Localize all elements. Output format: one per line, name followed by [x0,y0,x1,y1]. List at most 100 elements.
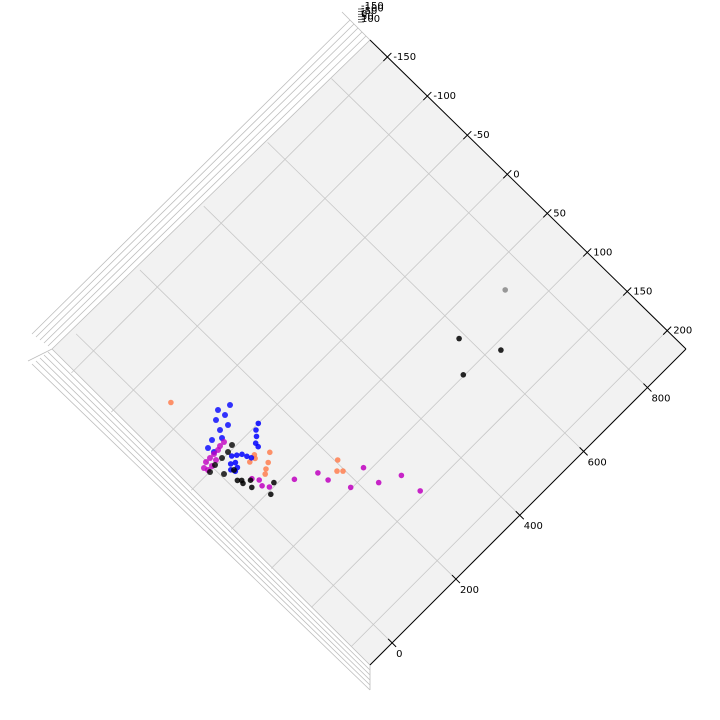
scatter-point [271,479,277,486]
x-grid-line [230,213,548,530]
x-tick-mark [423,91,432,101]
scatter-point [315,470,321,476]
y-tick-mark [643,383,652,392]
scatter-point [375,479,382,486]
scatter-point [255,420,262,427]
scatter-point [456,335,462,342]
scatter-point [256,477,263,483]
x-tick-label: -50 [473,130,489,141]
scatter-point [259,483,265,489]
x-tick-label: -150 [393,52,416,63]
x-tick-mark [542,208,552,218]
scatter-point [360,464,367,471]
scatter-point-cluster [231,467,237,473]
y-tick-mark [515,510,525,520]
scatter-point [244,453,250,460]
scatter-point [255,443,261,450]
y-tick-mark [387,638,397,648]
x-tick-mark [502,169,512,179]
y-axis-ticks: 0 200 400 600 800 [387,383,671,660]
x-tick-label: 0 [513,169,519,180]
scatter-point-cluster [217,427,223,433]
x-grid-line [270,252,588,569]
x-grid-line [310,291,628,608]
scatter-point-cluster [221,439,227,445]
scatter-point [340,468,346,474]
scatter-point [228,453,235,459]
scatter-point [268,491,274,498]
scatter-point [253,433,260,440]
scatter-point [266,484,273,490]
scatter-point [460,372,467,378]
scatter-point-cluster [213,417,219,423]
y-tick-mark [579,447,588,456]
scatter-point-cluster [219,455,225,461]
scatter-point [227,461,234,467]
scatter-point-cluster [203,459,209,465]
y-grid-line [203,205,521,516]
z-tick-label: -150 [361,1,384,12]
scatter-point-cluster [207,455,213,461]
scatter-point [265,459,272,466]
x-tick-label: 150 [633,287,652,298]
scatter-point-cluster [211,451,217,457]
scatter-point-cluster [215,407,221,413]
scatter-point [398,472,405,479]
scatter-point [334,468,340,474]
scatter-point [325,477,331,483]
x-tick-label: 100 [593,247,612,258]
y-tick-label: 200 [460,585,479,596]
scatter-point [263,466,269,472]
scatter-point [267,449,273,456]
scatter-point-cluster [227,402,233,408]
z-tick-label: -50 [361,6,377,17]
x-tick-label: -100 [433,91,456,102]
y-tick-label: 400 [524,521,543,532]
x-grid-line [151,134,468,452]
x-grid-line [350,330,668,647]
back-pane [52,40,686,665]
scatter-point-cluster [207,469,213,475]
x-tick-label: 50 [553,208,566,219]
scatter-point [248,455,255,461]
scatter-point [234,477,241,484]
scatter-point-cluster [222,412,228,418]
x-axis-ticks: -150 -100 -50 0 50 100 150 200 [383,52,692,337]
scatter-point-cluster [221,471,227,477]
scatter-point [262,471,269,477]
axis-edges [369,39,687,666]
x-tick-label: 200 [673,326,692,337]
scatter-point-cluster [229,442,235,448]
z-tick-label: 0 [361,9,367,20]
x-tick-mark [383,52,392,62]
y-grid-line [139,269,457,580]
scatter-point [232,459,239,466]
scatter-point [168,399,174,406]
y-tick-mark [451,574,461,584]
scatter-point [253,427,259,433]
scatter-points [168,287,509,498]
scatter-point [498,347,504,353]
scatter-point [417,488,424,494]
x-grid-line [71,56,388,374]
x-grid-line [191,173,508,491]
y-grid-line [75,333,393,644]
scatter-point-cluster [213,457,219,463]
z-tick-label: -100 [361,4,384,15]
scatter-point [291,476,298,483]
z-tick-label: 100 [361,14,380,25]
x-tick-mark [622,287,632,296]
x-grid-line [111,95,428,413]
y-tick-label: 800 [651,394,670,405]
scatter-point [239,451,245,458]
scatter-point [334,457,341,463]
scatter-point-cluster [201,465,207,471]
scatter-point [347,484,354,491]
scatter-point-cluster [225,449,231,455]
scatter-point-cluster [217,443,223,449]
scatter-point [240,480,246,487]
y-tick-label: 0 [396,649,402,660]
